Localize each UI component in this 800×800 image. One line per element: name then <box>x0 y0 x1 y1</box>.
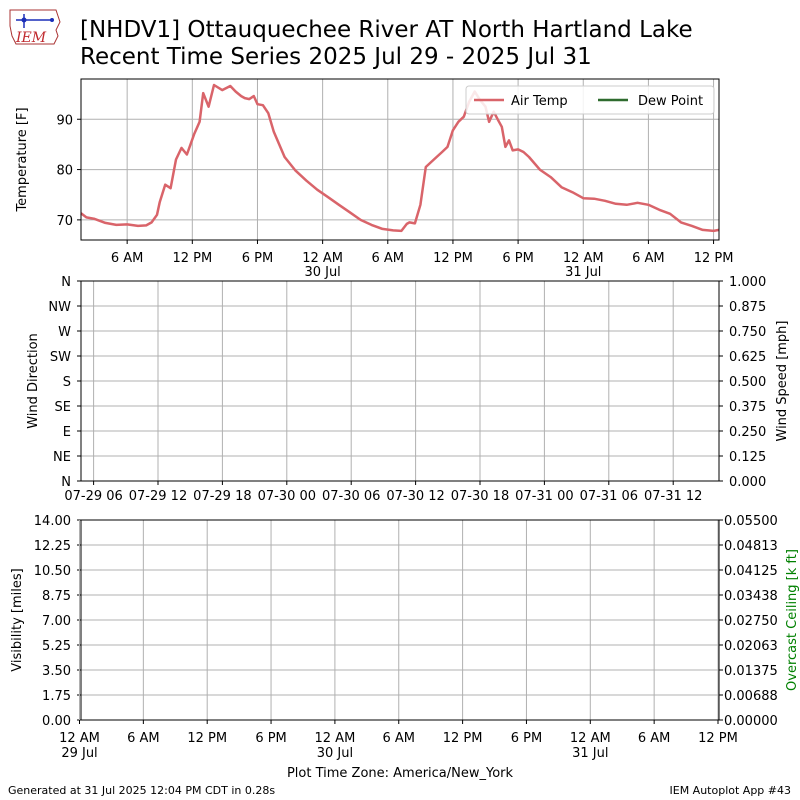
visibility-tick-label: 10.50 <box>34 564 71 579</box>
wind-xtick-label: 07-29 18 <box>193 489 251 504</box>
ceiling-tick-label: 0.05500 <box>724 514 778 529</box>
wind-xtick-label: 07-29 06 <box>64 489 122 504</box>
visibility-tick-label: 12.25 <box>34 539 71 554</box>
visibility-xtick-label: 6 PM <box>511 731 542 746</box>
temp-ytick-label: 80 <box>56 164 73 179</box>
ceiling-tick-label: 0.02063 <box>724 639 778 654</box>
wind-xtick-label: 07-31 00 <box>515 489 573 504</box>
legend-box <box>465 85 715 115</box>
ceiling-tick-label: 0.04813 <box>724 539 778 554</box>
wind-xtick-label: 07-30 00 <box>258 489 316 504</box>
wind-direction-tick-label: W <box>58 325 71 340</box>
temp-xtick-label: 12 AM <box>302 251 343 266</box>
temp-xtick-label: 12 AM <box>563 251 604 266</box>
temp-xtick-label: 6 PM <box>242 251 273 266</box>
generated-timestamp: Generated at 31 Jul 2025 12:04 PM CDT in… <box>8 784 276 797</box>
temp-xtick-label: 12 PM <box>433 251 473 266</box>
visibility-tick-label: 1.75 <box>42 689 71 704</box>
ceiling-tick-label: 0.03438 <box>724 589 778 604</box>
air-temp-series-line <box>80 83 720 233</box>
wind-direction-tick-label: S <box>63 375 71 390</box>
legend-label-dew-point: Dew Point <box>638 94 703 109</box>
ceiling-tick-label: 0.01375 <box>724 664 778 679</box>
wind-speed-tick-label: 0.375 <box>729 400 766 415</box>
temp-xtick-label: 6 AM <box>111 251 144 266</box>
visibility-tick-label: 7.00 <box>42 614 71 629</box>
wind-direction-tick-label: N <box>61 475 71 490</box>
wind-speed-axis-label: Wind Speed [mph] <box>775 321 790 442</box>
wind-speed-tick-label: 0.500 <box>729 375 766 390</box>
temp-ytick-label: 90 <box>56 113 73 128</box>
temp-xtick-date-label: 30 Jul <box>304 265 340 280</box>
visibility-xtick-date-label: 29 Jul <box>61 746 97 761</box>
wind-direction-tick-label: SE <box>55 400 71 415</box>
wind-speed-tick-label: 0.250 <box>729 425 766 440</box>
iem-logo-text: IEM <box>15 30 47 46</box>
wind-speed-tick-label: 0.625 <box>729 350 766 365</box>
visibility-xtick-label: 6 AM <box>127 731 160 746</box>
wind-speed-tick-label: 0.750 <box>729 325 766 340</box>
wind-direction-tick-label: E <box>63 425 71 440</box>
temp-xtick-label: 12 PM <box>172 251 212 266</box>
temp-ytick-label: 70 <box>56 214 73 229</box>
wind-plot-frame <box>80 280 720 482</box>
chart-title-line2: Recent Time Series 2025 Jul 29 - 2025 Ju… <box>80 44 592 70</box>
visibility-axis-label: Visibility [miles] <box>10 568 25 671</box>
plot-timezone-label: Plot Time Zone: America/New_York <box>287 766 514 781</box>
wind-xtick-label: 07-30 12 <box>386 489 444 504</box>
iem-logo: IEM <box>9 9 61 46</box>
wind-direction-axis-label: Wind Direction <box>26 333 41 429</box>
ceiling-tick-label: 0.02750 <box>724 614 778 629</box>
wind-direction-tick-label: N <box>61 275 71 290</box>
visibility-xtick-label: 6 AM <box>638 731 671 746</box>
visibility-xtick-label: 12 PM <box>698 731 738 746</box>
temp-xtick-label: 6 PM <box>502 251 533 266</box>
visibility-xtick-date-label: 30 Jul <box>317 746 353 761</box>
visibility-tick-label: 8.75 <box>42 589 71 604</box>
wind-speed-tick-label: 1.000 <box>729 275 766 290</box>
visibility-xtick-label: 12 AM <box>59 731 100 746</box>
visibility-tick-label: 14.00 <box>34 514 71 529</box>
visibility-xtick-label: 12 AM <box>570 731 611 746</box>
wind-direction-tick-label: NW <box>48 300 71 315</box>
visibility-xtick-label: 6 PM <box>255 731 286 746</box>
wind-direction-tick-label: NE <box>53 450 71 465</box>
visibility-tick-label: 3.50 <box>42 664 71 679</box>
temp-xtick-label: 6 AM <box>372 251 405 266</box>
temp-plot-frame <box>80 78 720 241</box>
ceiling-tick-label: 0.00688 <box>724 689 778 704</box>
visibility-tick-label: 0.00 <box>42 714 71 729</box>
wind-xtick-label: 07-31 12 <box>644 489 702 504</box>
iowa-outline-shape <box>9 9 61 45</box>
visibility-xtick-date-label: 31 Jul <box>572 746 608 761</box>
legend-label-air-temp: Air Temp <box>511 94 568 109</box>
temp-xtick-label: 12 PM <box>694 251 734 266</box>
temp-xtick-label: 6 AM <box>632 251 665 266</box>
wind-xtick-label: 07-30 06 <box>322 489 380 504</box>
visibility-xtick-label: 6 AM <box>382 731 415 746</box>
app-label: IEM Autoplot App #43 <box>669 784 792 797</box>
wind-speed-tick-label: 0.000 <box>729 475 766 490</box>
wind-direction-tick-label: SW <box>50 350 71 365</box>
wind-xtick-label: 07-29 12 <box>129 489 187 504</box>
visibility-tick-label: 5.25 <box>42 639 71 654</box>
temp-xtick-date-label: 31 Jul <box>565 265 601 280</box>
ceiling-tick-label: 0.04125 <box>724 564 778 579</box>
chart-title-line1: [NHDV1] Ottauquechee River AT North Hart… <box>80 17 693 43</box>
temp-y-axis-label: Temperature [F] <box>15 107 30 212</box>
visibility-xtick-label: 12 PM <box>443 731 483 746</box>
visibility-xtick-label: 12 PM <box>187 731 227 746</box>
wind-speed-tick-label: 0.125 <box>729 450 766 465</box>
wind-speed-tick-label: 0.875 <box>729 300 766 315</box>
ceiling-tick-label: 0.00000 <box>724 714 778 729</box>
visibility-plot-frame <box>80 519 720 721</box>
wind-xtick-label: 07-31 06 <box>580 489 638 504</box>
visibility-xtick-label: 12 AM <box>315 731 356 746</box>
overcast-ceiling-axis-label: Overcast Ceiling [k ft] <box>785 549 800 691</box>
wind-xtick-label: 07-30 18 <box>451 489 509 504</box>
